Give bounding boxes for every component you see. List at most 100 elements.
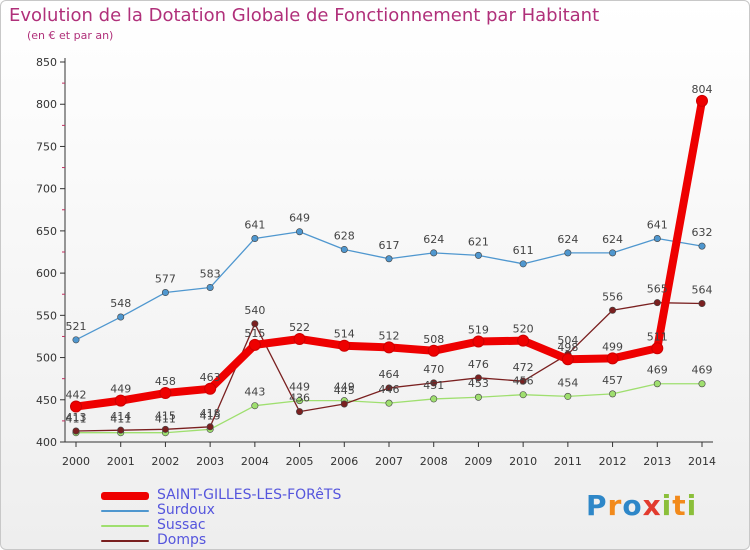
- data-label: 457: [602, 374, 623, 387]
- data-point: [251, 320, 259, 328]
- data-label: 411: [155, 413, 176, 426]
- data-point: [696, 94, 708, 107]
- data-label: 521: [66, 320, 87, 333]
- data-point: [474, 393, 482, 401]
- x-tick-label: 2011: [554, 455, 582, 468]
- data-point: [564, 249, 572, 257]
- logo-letter: i: [661, 489, 673, 522]
- x-tick-label: 2006: [330, 455, 358, 468]
- y-tick-label: 500: [36, 352, 57, 365]
- chart-title: Evolution de la Dotation Globale de Fonc…: [9, 5, 600, 26]
- data-label: 540: [244, 304, 265, 317]
- y-tick-label: 800: [36, 98, 57, 111]
- data-point: [117, 426, 125, 434]
- x-tick-label: 2007: [375, 455, 403, 468]
- data-point: [430, 249, 438, 257]
- data-label: 564: [692, 284, 713, 297]
- data-label: 548: [110, 297, 131, 310]
- legend-swatch-saint-gilles: [101, 492, 149, 500]
- legend-label: Sussac: [157, 517, 206, 533]
- x-tick-label: 2002: [151, 455, 179, 468]
- data-label: 451: [423, 379, 444, 392]
- legend-swatch-surdoux: [101, 510, 149, 512]
- data-label: 472: [513, 361, 534, 374]
- y-tick-label: 600: [36, 267, 57, 280]
- data-point: [338, 339, 351, 352]
- x-tick-label: 2001: [107, 455, 135, 468]
- data-label: 449: [110, 383, 131, 396]
- data-point: [72, 427, 80, 435]
- y-tick-label: 550: [36, 309, 57, 322]
- data-label: 621: [468, 235, 489, 248]
- data-label: 519: [468, 324, 489, 337]
- legend-item-surdoux: Surdoux: [101, 503, 301, 518]
- data-label: 415: [155, 409, 176, 422]
- data-label: 649: [289, 212, 310, 225]
- y-tick-label: 850: [36, 56, 57, 69]
- x-tick-label: 2008: [420, 455, 448, 468]
- data-label: 515: [244, 327, 265, 340]
- data-point: [474, 251, 482, 259]
- legend-label: Domps: [157, 532, 207, 548]
- legend: SAINT-GILLES-LES-FORêTS Surdoux Sussac D…: [101, 488, 341, 548]
- data-label: 456: [513, 375, 534, 388]
- x-tick-label: 2010: [509, 455, 537, 468]
- data-label: 446: [379, 383, 400, 396]
- data-label: 453: [468, 377, 489, 390]
- data-label: 458: [155, 375, 176, 388]
- data-point: [70, 400, 82, 413]
- data-label: 611: [513, 244, 534, 257]
- data-point: [296, 228, 304, 236]
- data-point: [296, 397, 304, 405]
- data-point: [206, 423, 214, 431]
- data-label: 565: [647, 283, 668, 296]
- legend-label: SAINT-GILLES-LES-FORêTS: [157, 487, 342, 503]
- chart-subtitle: (en € et par an): [27, 29, 114, 42]
- data-point: [385, 255, 393, 263]
- data-label: 469: [647, 364, 668, 377]
- legend-item-saint-gilles: SAINT-GILLES-LES-FORêTS: [101, 488, 341, 503]
- data-point: [251, 234, 259, 242]
- data-label: 449: [334, 381, 355, 394]
- legend-item-domps: Domps: [101, 533, 301, 548]
- data-label: 470: [423, 363, 444, 376]
- data-label: 511: [647, 330, 668, 343]
- data-point: [698, 242, 706, 250]
- data-point: [430, 379, 438, 387]
- data-point: [606, 352, 619, 365]
- data-label: 413: [66, 411, 87, 424]
- data-label: 415: [200, 409, 221, 422]
- proxiti-logo: Proxiti: [586, 489, 697, 522]
- logo-letter: o: [622, 489, 643, 522]
- data-label: 449: [289, 381, 310, 394]
- x-tick-label: 2005: [286, 455, 314, 468]
- data-label: 411: [66, 413, 87, 426]
- data-label: 443: [244, 386, 265, 399]
- x-tick-label: 2004: [241, 455, 269, 468]
- x-tick-label: 2003: [196, 455, 224, 468]
- data-point: [161, 289, 169, 297]
- data-label: 624: [557, 233, 578, 246]
- data-point: [340, 245, 348, 253]
- logo-letter: t: [672, 489, 687, 522]
- data-point: [519, 260, 527, 268]
- data-label: 632: [692, 226, 713, 239]
- x-tick-label: 2012: [599, 455, 627, 468]
- data-label: 804: [692, 83, 713, 96]
- data-point: [517, 334, 530, 347]
- data-label: 442: [66, 389, 87, 402]
- legend-swatch-sussac: [101, 525, 149, 527]
- data-label: 628: [334, 229, 355, 242]
- y-tick-label: 750: [36, 140, 57, 153]
- data-point: [159, 387, 172, 400]
- data-point: [698, 380, 706, 388]
- data-label: 641: [244, 218, 265, 231]
- data-point: [383, 341, 395, 354]
- data-label: 520: [513, 323, 534, 336]
- legend-swatch-domps: [101, 540, 149, 542]
- data-label: 454: [557, 376, 578, 389]
- data-point: [251, 402, 259, 410]
- data-label: 411: [110, 413, 131, 426]
- logo-letter: P: [586, 489, 608, 522]
